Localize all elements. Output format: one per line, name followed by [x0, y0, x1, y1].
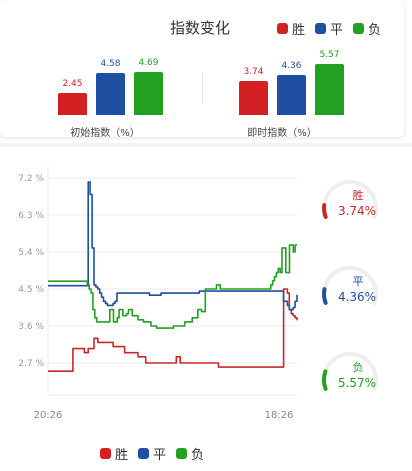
legend-label-loss: 负 [368, 23, 382, 38]
bar-value-draw-1: 4.36 [281, 61, 302, 72]
y-tick-label-4: 3.6 % [18, 322, 44, 332]
line-chart: 7.2 % 6.3 % 5.4 % 4.5 % 3.6 % 2.7 % 20:26 18:… [18, 165, 298, 421]
bottom-legend-item-win[interactable]: 胜 [100, 444, 128, 463]
legend-label-draw: 平 [330, 23, 344, 38]
legend-swatch-loss [353, 23, 365, 34]
bar-draw-0 [96, 73, 125, 115]
x-label-start: 20:26 [34, 410, 63, 421]
bottom-legend-swatch-loss [176, 448, 188, 459]
gauge-value-draw: 4.36% [337, 290, 377, 304]
top-legend: 胜 平 负 [277, 19, 381, 38]
gauge-fill-draw [322, 287, 328, 305]
bar-value-win-1: 3.74 [243, 66, 264, 77]
bar-value-win-0: 2.45 [62, 78, 83, 89]
index-change-card: 指数变化 胜 平 负 2.45 4.58 4.69 3.74 4.36 5.57 初始指数… [0, 0, 404, 139]
group-divider [202, 72, 203, 104]
legend-label-win: 胜 [292, 23, 306, 38]
bar-value-draw-0: 4.58 [100, 59, 121, 70]
series-line-draw [48, 181, 298, 311]
bar-win-1 [239, 80, 268, 115]
gauge-fill-win [322, 203, 328, 219]
gauge-label-win: 胜 [352, 189, 364, 202]
bar-value-loss-0: 4.69 [138, 58, 159, 69]
y-tick-label-5: 2.7 % [18, 359, 44, 369]
bottom-legend: 胜 平 负 [100, 444, 204, 463]
gauge-draw [322, 265, 378, 305]
bottom-legend-item-draw[interactable]: 平 [138, 444, 166, 463]
chart-title: 指数变化 [170, 19, 231, 37]
legend-item-draw[interactable]: 平 [315, 19, 343, 38]
grid-lines [47, 165, 297, 396]
bottom-legend-item-loss[interactable]: 负 [176, 444, 204, 463]
legend-item-win[interactable]: 胜 [277, 19, 305, 38]
x-label-end: 18:26 [265, 410, 294, 421]
bar-loss-0 [134, 72, 163, 115]
bar-win-0 [58, 92, 87, 115]
y-axis-ticks: 7.2 % 6.3 % 5.4 % 4.5 % 3.6 % 2.7 % [18, 174, 44, 369]
group-label-live: 即时指数（%） [247, 128, 317, 139]
y-tick-label-0: 7.2 % [18, 174, 44, 184]
bottom-legend-swatch-draw [138, 448, 150, 459]
bottom-legend-swatch-win [100, 448, 111, 459]
series-line-win [48, 288, 298, 372]
bottom-legend-label-draw: 平 [153, 448, 167, 463]
bottom-legend-label-win: 胜 [115, 448, 129, 463]
bar-value-loss-1: 5.57 [319, 50, 340, 61]
y-tick-label-1: 6.3 % [18, 211, 44, 221]
gauge-label-loss: 负 [352, 361, 364, 374]
gauge-value-win: 3.74% [337, 204, 377, 218]
gauge-value-loss: 5.57% [337, 376, 377, 390]
series-lines [48, 181, 298, 372]
gauge-fill-loss [322, 369, 328, 391]
gauge-label-draw: 平 [352, 275, 364, 288]
section-separator [0, 143, 412, 147]
bar-loss-1 [315, 64, 344, 115]
y-tick-label-2: 5.4 % [18, 248, 44, 258]
gauge-win [322, 179, 378, 219]
group-label-initial: 初始指数（%） [70, 128, 140, 139]
legend-swatch-draw [315, 23, 327, 34]
legend-item-loss[interactable]: 负 [353, 19, 381, 38]
bottom-legend-label-loss: 负 [191, 448, 205, 463]
gauge-loss [322, 351, 378, 391]
bar-draw-1 [277, 75, 306, 115]
legend-swatch-win [277, 23, 288, 34]
y-tick-label-3: 4.5 % [18, 285, 44, 295]
series-line-loss [48, 244, 297, 329]
